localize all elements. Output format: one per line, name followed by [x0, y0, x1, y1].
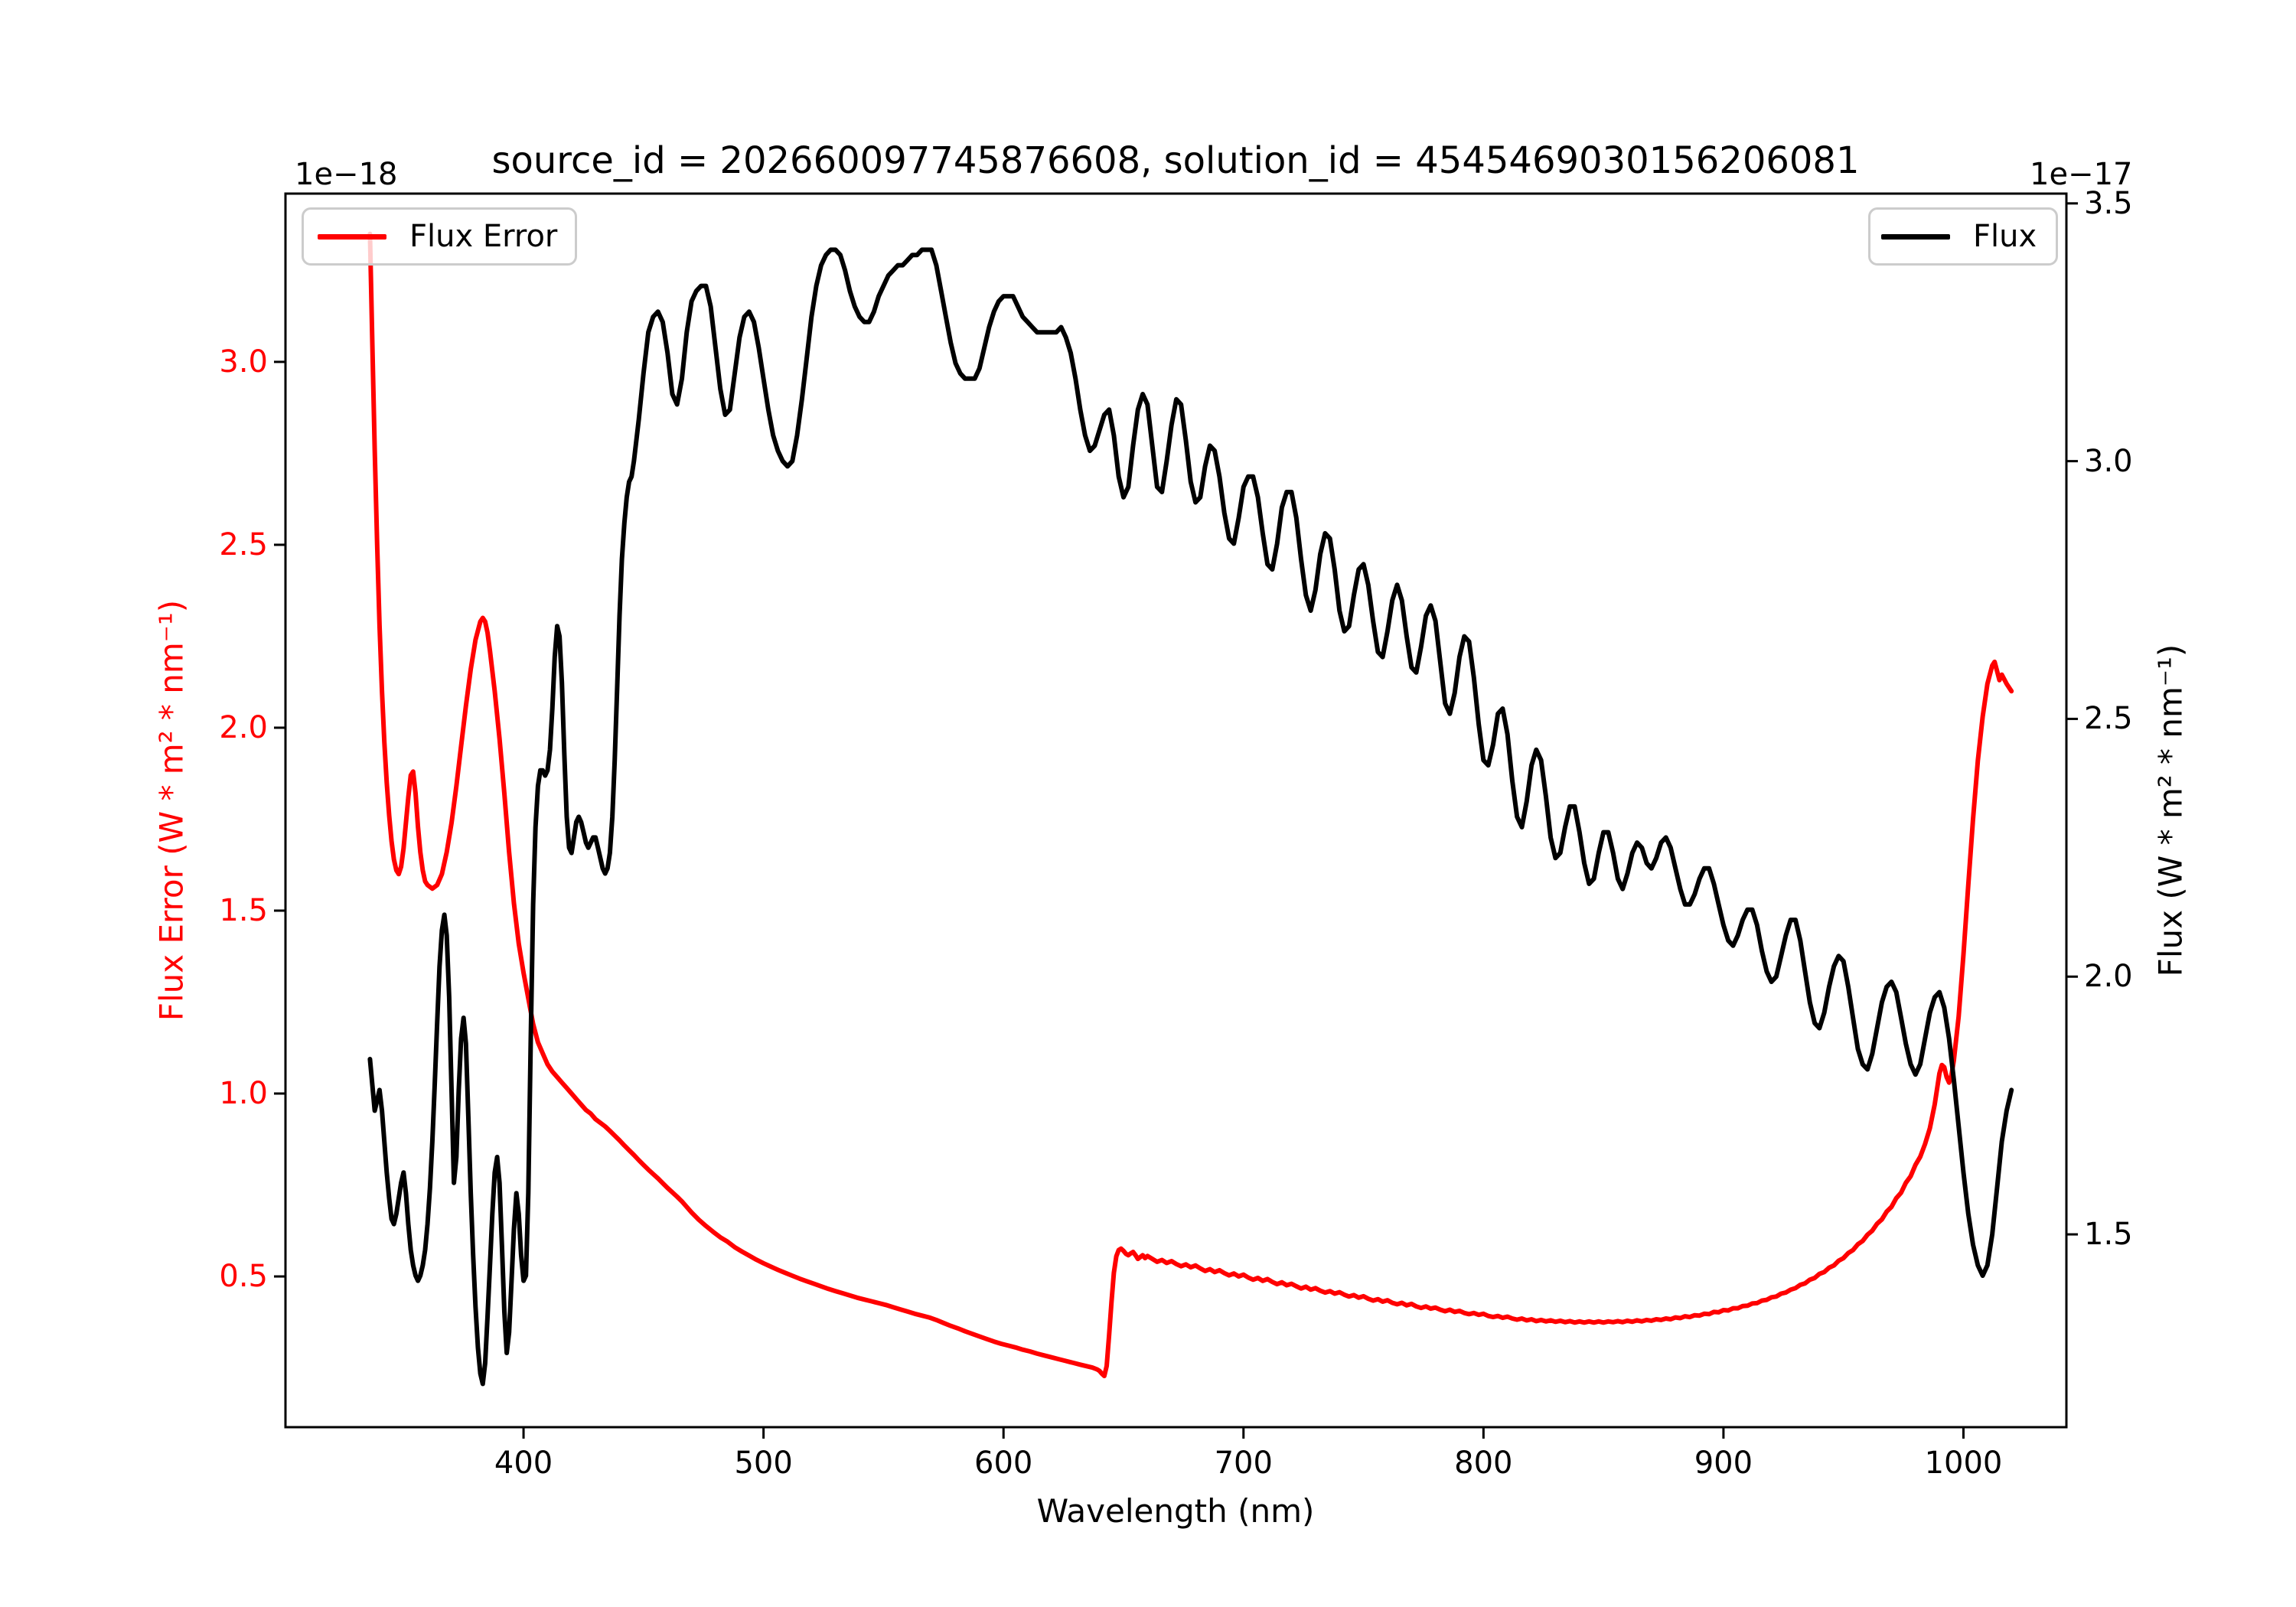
legend-flux: Flux [1868, 207, 2058, 266]
chart-title: source_id = 202660097745876608, solution… [491, 139, 1860, 182]
legend-label-flux: Flux [1973, 219, 2037, 254]
legend-label-flux-error: Flux Error [409, 219, 558, 254]
legend-line-sample-black [1881, 233, 1950, 240]
y-axis-label-right: Flux (W * m² * nm⁻¹) [2151, 644, 2190, 977]
x-tick-label: 1000 [1924, 1446, 2003, 1481]
y-left-tick-label: 2.5 [219, 526, 268, 562]
legend-line-sample-red [318, 233, 386, 240]
x-tick-label: 500 [734, 1446, 793, 1481]
series-line-flux [367, 247, 2014, 1387]
y-left-tick-label: 2.0 [219, 709, 268, 745]
y-left-tick-label: 0.5 [219, 1259, 268, 1295]
y-right-tick-label: 2.0 [2084, 959, 2133, 995]
x-tick-label: 700 [1214, 1446, 1273, 1481]
y-right-tick-label: 3.0 [2084, 443, 2133, 479]
y-right-tick-label: 3.5 [2084, 185, 2133, 221]
legend-flux-error: Flux Error [302, 207, 577, 266]
series-line-flux-error [367, 231, 2014, 1379]
y-left-tick-label: 1.5 [219, 892, 268, 928]
y-right-scale-offset: 1e−17 [2030, 157, 2133, 192]
x-tick-label: 600 [974, 1446, 1033, 1481]
y-left-tick-label: 1.0 [219, 1076, 268, 1111]
y-axis-label-left: Flux Error (W * m² * nm⁻¹) [152, 599, 191, 1022]
axes-spines [284, 192, 2068, 1429]
x-tick-label: 900 [1694, 1446, 1753, 1481]
x-tick-label: 800 [1454, 1446, 1513, 1481]
y-left-tick-label: 3.0 [219, 344, 268, 380]
x-tick-label: 400 [494, 1446, 553, 1481]
x-axis-label: Wavelength (nm) [1036, 1492, 1315, 1530]
y-right-tick-label: 1.5 [2084, 1217, 2133, 1253]
y-left-scale-offset: 1e−18 [295, 157, 398, 192]
y-right-tick-label: 2.5 [2084, 701, 2133, 737]
